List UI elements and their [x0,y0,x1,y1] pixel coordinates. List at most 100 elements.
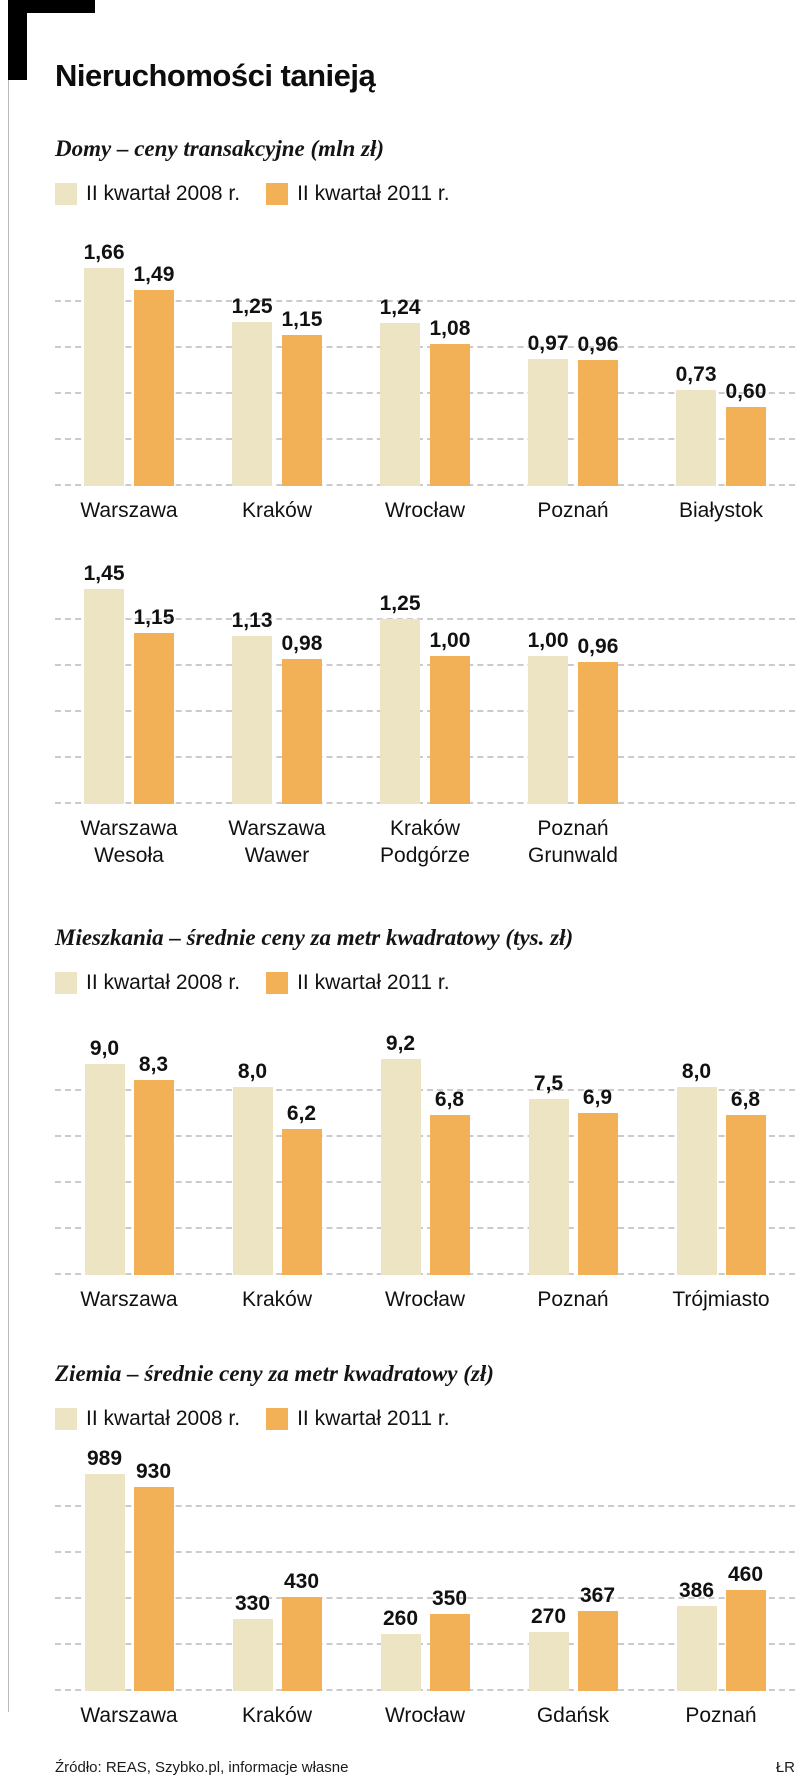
value-label: 270 [530,1605,567,1628]
bar-group: 9,2 6,8 [351,1032,499,1275]
value-label: 1,25 [231,295,273,318]
value-label: 367 [579,1584,616,1607]
value-label: 330 [234,1592,271,1615]
bar-group: 9,0 8,3 [55,1037,203,1275]
bar-group: 330 430 [203,1461,351,1691]
legend-label-2008: II kwartał 2008 r. [86,970,241,994]
value-label: 1,13 [231,609,273,633]
bar-2008 [380,323,421,486]
value-label: 1,25 [379,592,421,616]
bar-group: 0,97 0,96 [499,256,647,486]
bar-2008 [528,1632,569,1691]
bar-2011 [725,407,766,486]
legend-swatch-2011 [266,183,289,205]
value-label: 930 [135,1460,172,1483]
category-label: Gdańsk [536,1704,610,1727]
bar-2008 [528,656,569,805]
value-label: 8,0 [681,1059,712,1083]
value-label: 1,24 [379,296,421,319]
legend: II kwartał 2008 r. II kwartał 2011 r. [55,1407,795,1431]
value-label: 6,9 [582,1085,613,1109]
bar-2011 [577,1611,618,1691]
bar-2008 [676,1086,717,1275]
bar-2008 [232,322,273,486]
category-axis: Warszawa Wesoła Warszawa Wawer Kraków Podgórz… [55,816,795,869]
bar-group: 0,73 0,60 [647,256,795,486]
bar-group: 1,25 1,00 [351,574,499,805]
plot-area: 1,45 1,15 1,13 0,98 1,25 1,00 1,00 0,96 [55,562,795,805]
category-label: Poznań [685,1704,757,1727]
value-label: 1,00 [527,629,569,653]
category-label: Wrocław [384,499,466,522]
section-mieszkania: Mieszkania – średnie ceny za metr kwadra… [55,925,795,1313]
value-label: 6,8 [730,1087,761,1111]
bar-group: 989 930 [55,1447,203,1691]
bar-2008 [380,1058,421,1275]
bar-2011 [281,659,322,805]
bar-2008 [380,1634,421,1691]
bar-2011 [429,656,470,805]
value-label: 8,0 [237,1059,268,1083]
gridline [55,346,795,348]
bar-2008 [676,390,717,486]
gridline [55,1689,795,1691]
bar-2008 [528,1098,569,1275]
gridline [55,1551,795,1553]
value-label: 460 [727,1563,764,1586]
value-label: 1,45 [83,562,125,586]
bar-group: 1,25 1,15 [203,256,351,486]
bar-2011 [281,1597,322,1691]
bar-group: 1,24 1,08 [351,256,499,486]
value-label: 260 [382,1607,419,1630]
gridline [55,1643,795,1645]
bar-group: 1,13 0,98 [203,574,351,805]
bar-2011 [133,1079,174,1275]
gridline [55,802,795,805]
bar-2011 [429,1114,470,1275]
bar-2011 [725,1590,766,1691]
value-label: 6,8 [434,1087,465,1111]
value-label: 989 [86,1447,123,1470]
value-label: 0,96 [577,333,619,356]
value-label: 0,97 [527,332,569,355]
category-label: Warszawa Wesoła [80,817,178,867]
bar-group: 386 460 [647,1461,795,1691]
bar-group: 1,45 1,15 [55,562,203,805]
value-label: 0,73 [675,363,717,386]
corner-mark-vertical [8,0,27,80]
bar-2011 [281,335,322,486]
category-label: Wrocław [384,1704,466,1727]
gridline [55,710,795,713]
category-label: Trójmiasto [672,1287,770,1311]
legend-swatch-2008 [55,971,77,994]
value-label: 0,60 [725,380,767,403]
source-note: Źródło: REAS, Szybko.pl, informacje włas… [55,1759,349,1777]
category-label: Kraków [241,1704,313,1727]
value-label: 430 [283,1570,320,1593]
bar-group: 8,0 6,2 [203,1045,351,1275]
category-label: Poznań [537,1287,609,1311]
credit-initials: ŁR [775,1759,795,1777]
corner-mark-horizontal [8,0,95,13]
gridline [55,1088,795,1091]
section-title-ziemia: Ziemia – średnie ceny za metr kwadratowy… [55,1361,494,1386]
category-label: Warszawa [80,1287,178,1311]
value-label: 1,00 [429,629,471,653]
value-label: 1,15 [133,606,175,630]
value-label: 9,2 [385,1031,416,1055]
legend-label-2008: II kwartał 2008 r. [86,182,241,205]
bar-group: 260 350 [351,1461,499,1691]
gridline [55,1272,795,1275]
chart-ziemia: 989 930 330 430 260 350 270 367 386 460 Warszawa Kr… [55,1447,795,1729]
bar-2008 [84,1063,125,1275]
category-label: Kraków [241,499,313,522]
section-ziemia: Ziemia – średnie ceny za metr kwadratowy… [55,1361,795,1729]
category-axis: Warszawa Kraków Wrocław Poznań Trójmiasto [55,1287,795,1313]
gridline [55,1505,795,1507]
section-title-domy: Domy – ceny transakcyjne (mln zł) [55,136,384,161]
bar-group: 1,00 0,96 [499,574,647,805]
bar-2008 [676,1606,717,1691]
chart-domy-row1: 1,66 1,49 1,25 1,15 1,24 1,08 0,97 0,96 0,73 0,60… [55,241,795,524]
gridline [55,1180,795,1183]
legend-swatch-2008 [55,183,77,205]
